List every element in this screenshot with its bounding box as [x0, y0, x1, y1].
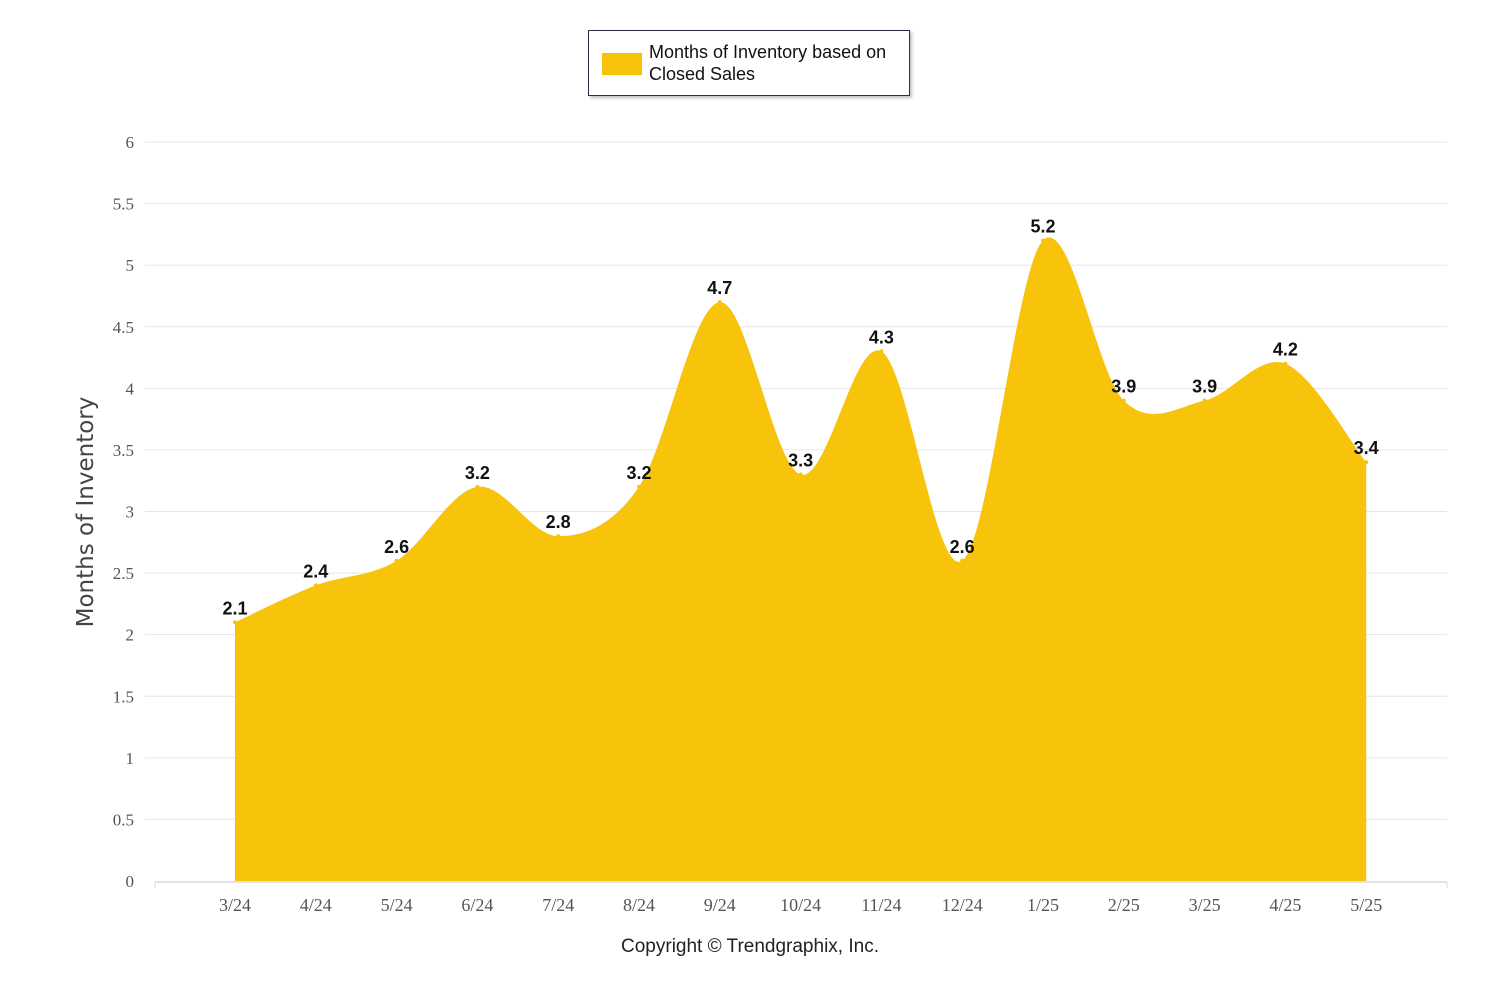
data-point	[1202, 398, 1207, 403]
x-tick-label: 1/25	[1027, 895, 1059, 915]
x-tick-label: 7/24	[542, 895, 574, 915]
data-point	[1121, 398, 1126, 403]
data-label: 3.9	[1111, 377, 1136, 397]
data-label: 4.3	[869, 327, 894, 347]
data-point	[960, 558, 965, 563]
area-series	[233, 237, 1369, 881]
data-label: 2.6	[950, 537, 975, 557]
data-point	[1041, 238, 1045, 243]
y-tick-label: 0	[126, 872, 135, 891]
y-tick-label: 3.5	[113, 441, 134, 460]
data-label: 2.8	[546, 512, 571, 532]
y-tick-label: 2.5	[113, 564, 134, 583]
data-label: 2.1	[222, 598, 247, 618]
y-tick-label: 3	[126, 503, 135, 522]
x-tick-label: 3/25	[1189, 895, 1221, 915]
y-axis-title: Months of Inventory	[73, 397, 99, 628]
copyright-text: Copyright © Trendgraphix, Inc.	[621, 936, 879, 957]
data-label: 3.4	[1354, 438, 1379, 458]
data-point	[798, 472, 803, 477]
x-tick-label: 12/24	[942, 895, 983, 915]
legend-swatch	[602, 53, 642, 75]
x-tick-label: 9/24	[704, 895, 736, 915]
x-tick-label: 4/24	[300, 895, 332, 915]
data-point	[394, 558, 399, 563]
data-label: 5.2	[1030, 217, 1055, 237]
y-tick-label: 6	[126, 133, 135, 152]
data-labels: 2.1 2.4 2.6 3.2 2.8 3.2 4.7 3.3 4.3 2.6 5.2 3.9 3.9 4…	[222, 217, 1378, 619]
data-label: 3.9	[1192, 377, 1217, 397]
data-point	[313, 583, 318, 588]
data-point	[717, 300, 722, 305]
data-label: 4.2	[1273, 340, 1298, 360]
y-tick-label: 1.5	[113, 687, 134, 706]
x-tick-label: 8/24	[623, 895, 655, 915]
area-fill	[235, 237, 1367, 881]
x-tick-label: 6/24	[461, 895, 493, 915]
y-tick-label: 1	[126, 749, 135, 768]
y-tick-label: 2	[126, 626, 135, 645]
data-point	[475, 484, 480, 489]
data-point	[233, 620, 237, 625]
data-point	[556, 534, 561, 539]
axes: 0 0.5 1 1.5 2 2.5 3 3.5 4 4.5 5 5.5 6 3/24 4/24 5/24 6/2…	[73, 133, 1448, 915]
x-tick-label: 2/25	[1108, 895, 1140, 915]
x-tick-label: 5/25	[1350, 895, 1382, 915]
legend-label: Months of Inventory based on Closed Sale…	[649, 42, 887, 84]
data-label: 2.6	[384, 537, 409, 557]
data-label: 4.7	[707, 278, 732, 298]
data-label: 3.2	[465, 463, 490, 483]
x-tick-label: 4/25	[1269, 895, 1301, 915]
chart-legend: Months of Inventory based on Closed Sale…	[588, 30, 910, 96]
y-tick-label: 4	[126, 379, 135, 398]
data-point	[1364, 460, 1369, 465]
y-tick-label: 5	[126, 256, 135, 275]
data-point	[1283, 361, 1288, 366]
y-tick-label: 4.5	[113, 318, 134, 337]
x-tick-label: 11/24	[861, 895, 901, 915]
data-label: 2.4	[303, 561, 328, 581]
x-tick-label: 3/24	[219, 895, 251, 915]
data-label: 3.2	[626, 463, 651, 483]
data-label: 3.3	[788, 451, 813, 471]
x-tick-label: 5/24	[381, 895, 413, 915]
data-point	[637, 484, 641, 489]
data-point	[879, 349, 884, 354]
y-tick-label: 0.5	[113, 810, 134, 829]
y-tick-label: 5.5	[113, 195, 134, 214]
x-tick-label: 10/24	[780, 895, 821, 915]
